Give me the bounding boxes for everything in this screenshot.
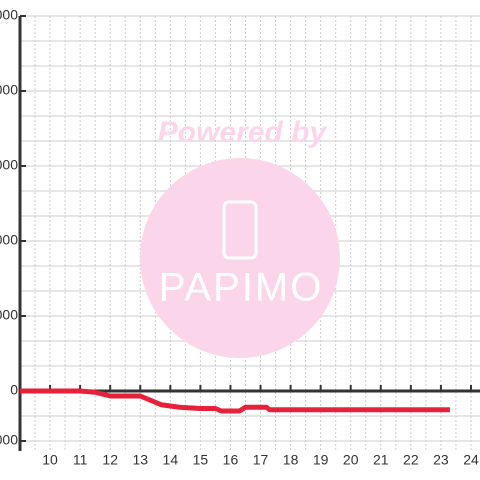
x-tick-label: 12 — [102, 452, 118, 468]
x-tick-label: 10 — [42, 452, 58, 468]
y-tick-label: 150,000 — [0, 7, 18, 23]
y-tick-label: -20,000 — [0, 432, 18, 448]
x-tick-label: 19 — [313, 452, 329, 468]
watermark: Powered by PAPIMO — [140, 116, 340, 358]
y-tick-label: 90,000 — [0, 157, 18, 173]
series-line — [20, 388, 450, 414]
y-tick-label: 60,000 — [0, 232, 18, 248]
x-tick-label: 24 — [463, 452, 479, 468]
y-tick-label: 120,000 — [0, 82, 18, 98]
watermark-icon — [222, 200, 258, 260]
x-tick-label: 11 — [73, 452, 88, 468]
x-tick-label: 15 — [193, 452, 209, 468]
x-tick-label: 17 — [253, 452, 269, 468]
x-tick-label: 13 — [132, 452, 148, 468]
watermark-brand: PAPIMO — [159, 266, 324, 310]
x-tick-label: 14 — [163, 452, 179, 468]
plot: -20,000 0 30,000 60,000 90,000 120,000 150,000… — [0, 7, 480, 468]
x-tick-label: 20 — [343, 452, 359, 468]
x-tick-label: 18 — [283, 452, 299, 468]
y-tick-label: 0 — [10, 382, 18, 398]
watermark-text: Powered by — [158, 116, 328, 149]
x-tick-label: 21 — [373, 452, 389, 468]
x-tick-label: 23 — [433, 452, 449, 468]
x-tick-label: 16 — [223, 452, 239, 468]
x-tick-label: 22 — [403, 452, 419, 468]
y-tick-label: 30,000 — [0, 307, 18, 323]
